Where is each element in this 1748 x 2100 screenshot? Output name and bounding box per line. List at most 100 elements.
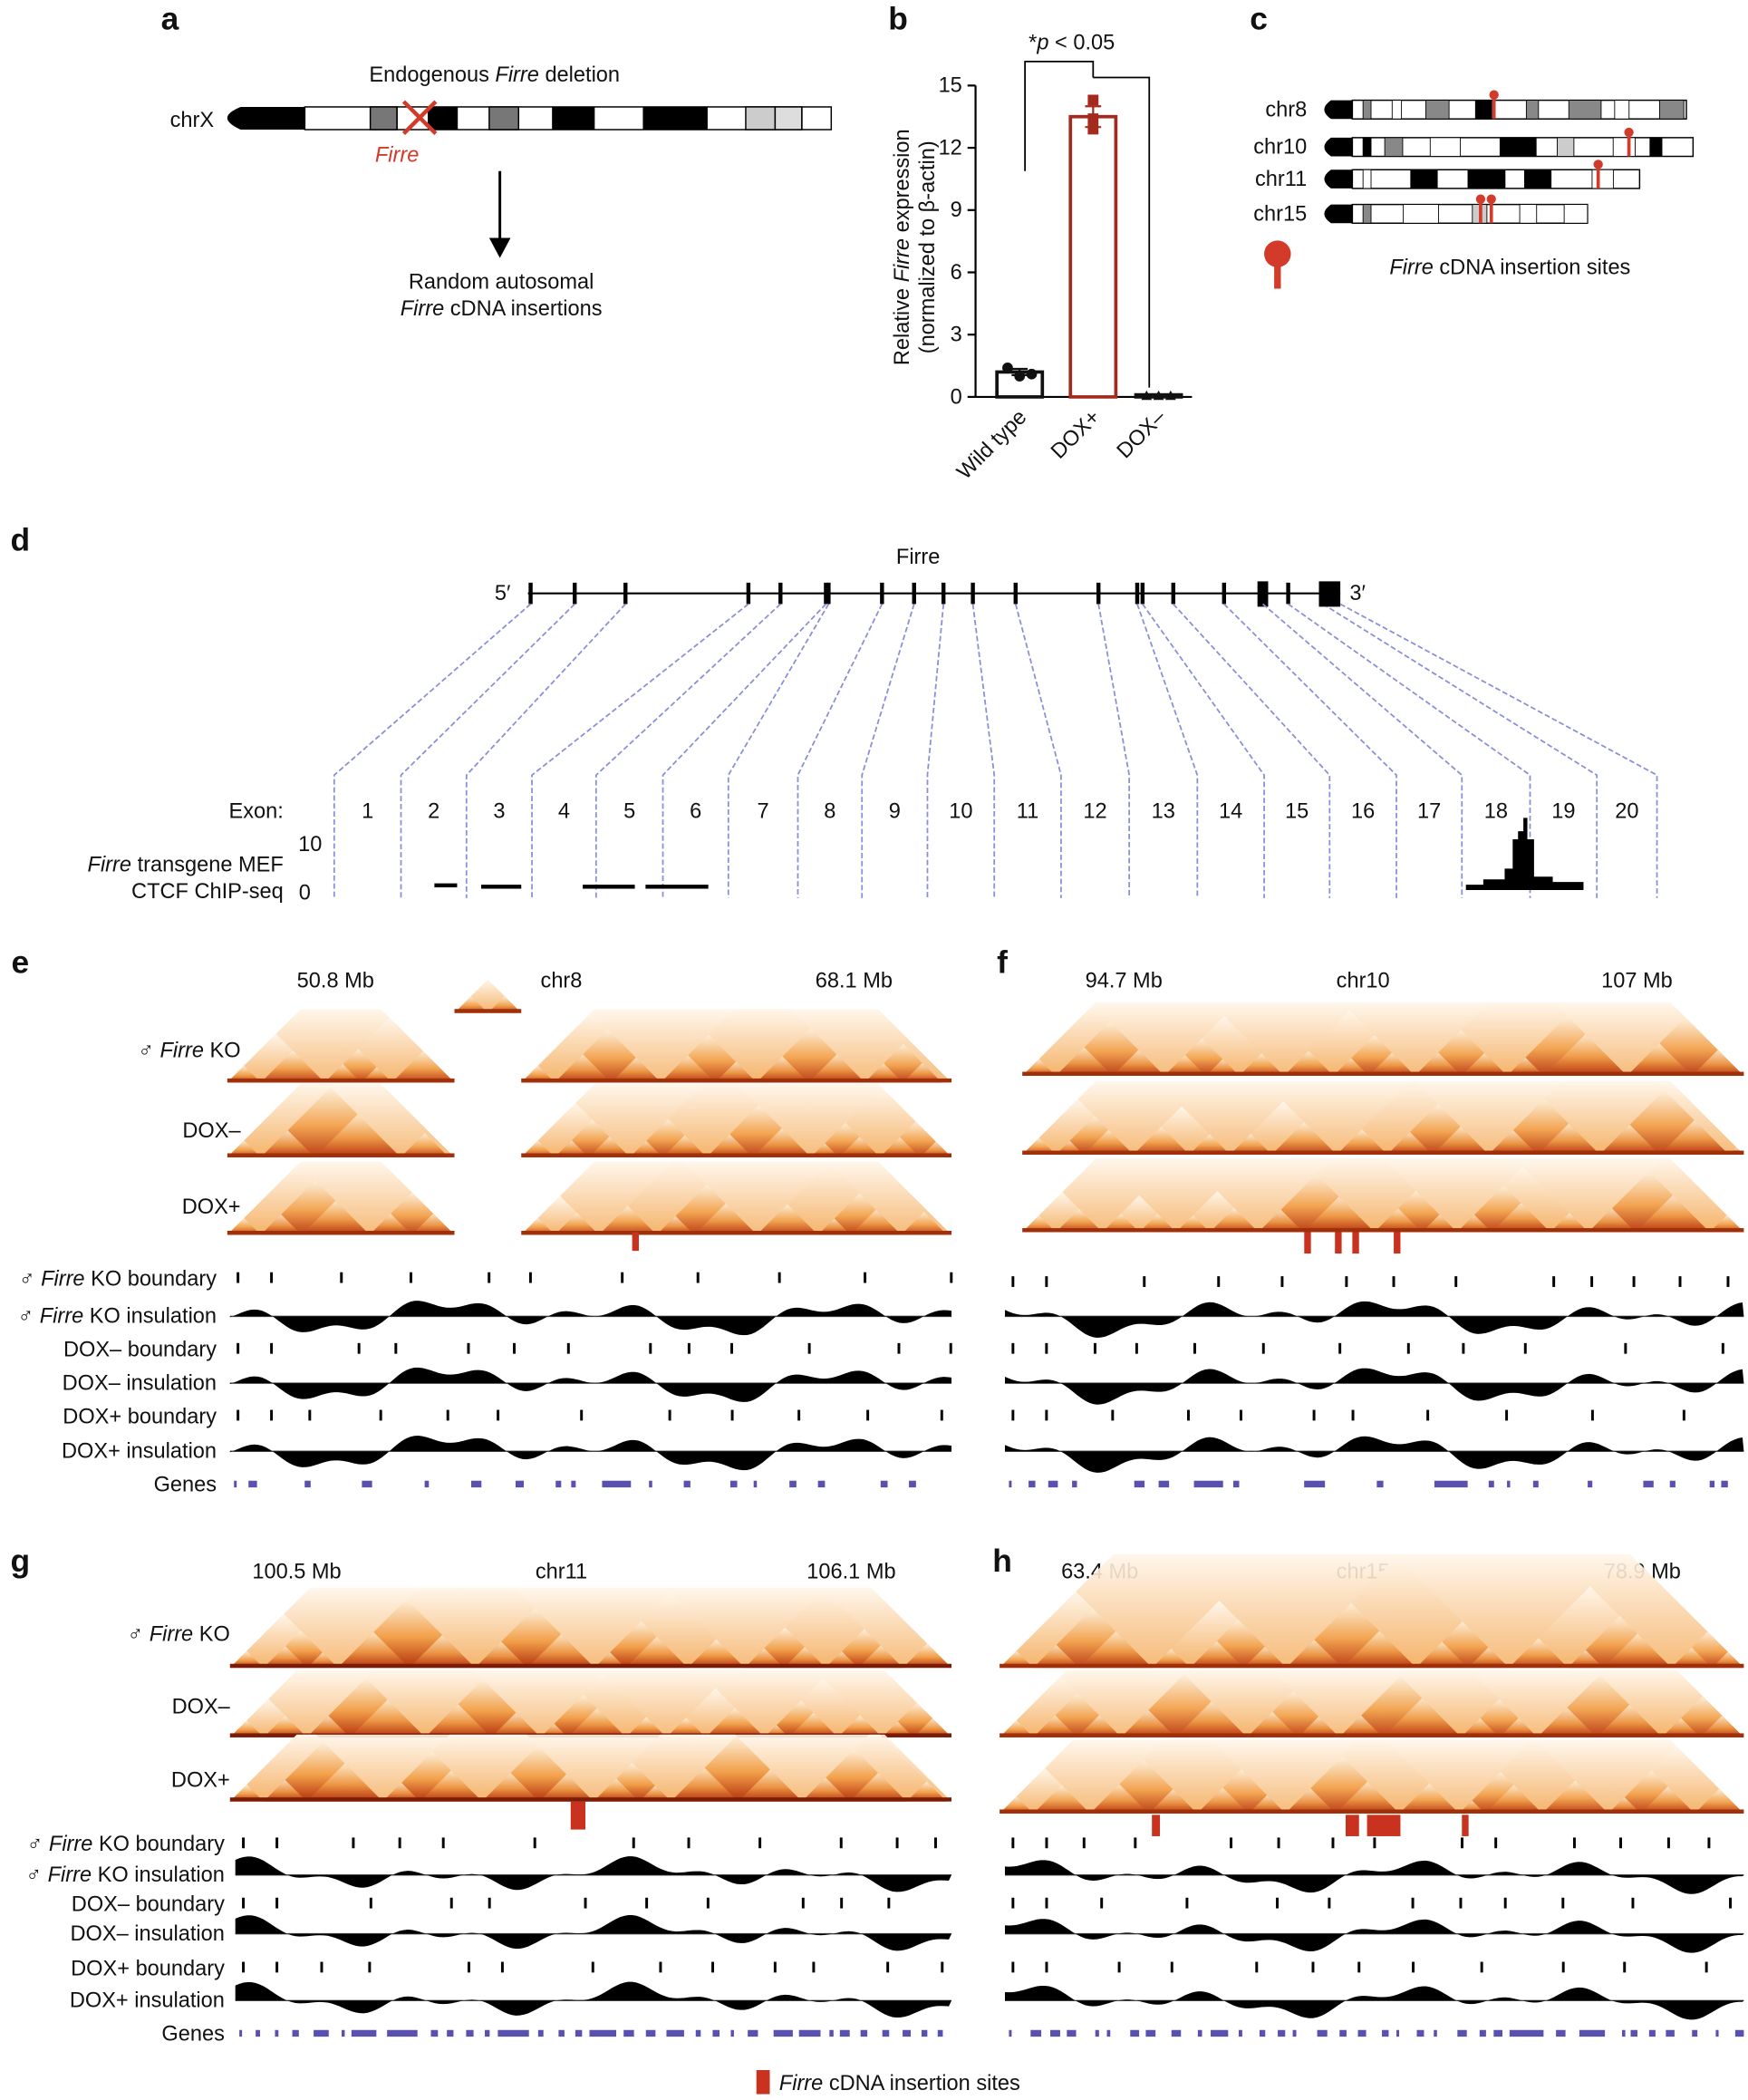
chromosome-band [1499, 137, 1537, 157]
chromosome [1351, 203, 1589, 224]
legend-text: Firre cDNA insertion sites [779, 2071, 1020, 2095]
exon-block [1140, 582, 1145, 605]
hic-domain [1597, 1704, 1663, 1737]
coordinate-label: 106.1 Mb [806, 1559, 895, 1582]
hic-domain [1189, 1134, 1231, 1155]
hic-domain [1695, 1788, 1744, 1814]
hic-heatmap [521, 1009, 952, 1083]
y-tick-label: 12 [939, 135, 962, 159]
exon-connector [971, 604, 996, 898]
gene [1709, 1480, 1715, 1488]
gene [748, 2029, 758, 2037]
gene [1339, 2029, 1347, 2037]
gene [1106, 2029, 1111, 2037]
exon-block [1171, 582, 1175, 605]
coordinate-label: 94.7 Mb [1086, 969, 1163, 992]
hic-domain [401, 1133, 449, 1157]
boundary-call [580, 1409, 584, 1421]
boundary-call [687, 1837, 691, 1849]
hic-diagonal [521, 1153, 952, 1157]
chromosome-tip [1324, 169, 1353, 189]
hic-domain [706, 1134, 753, 1157]
hic-domain [715, 1061, 757, 1083]
hic-domain [1022, 1215, 1057, 1233]
hic-domain [1603, 1633, 1672, 1669]
boundary-call [801, 1897, 805, 1909]
gene [1238, 2029, 1242, 2037]
boundary-call [1552, 1276, 1556, 1287]
hic-domain [229, 1785, 264, 1802]
significance-label-part: * [1029, 31, 1037, 54]
boundary-call [1045, 1961, 1048, 1973]
hic-domain [1197, 1787, 1249, 1814]
hic-domain [1422, 1215, 1457, 1233]
legend-pin-head [1264, 240, 1291, 267]
boundary-call [797, 1409, 801, 1421]
boundary-call [1406, 1342, 1410, 1354]
hic-domain [391, 1050, 455, 1083]
chromosome [1351, 99, 1687, 120]
boundary-call [897, 1342, 901, 1354]
deletion-title-part: deletion [539, 63, 620, 86]
hic-domain [1415, 1641, 1468, 1669]
insertion-pin-head [1489, 90, 1499, 100]
gene [314, 2029, 329, 2037]
gene [1171, 2029, 1182, 2037]
exon-connector [531, 603, 749, 898]
hic-domain [1033, 1644, 1080, 1669]
gene [1050, 2029, 1060, 2037]
gene [623, 2029, 634, 2037]
exon-connector [1223, 603, 1397, 898]
boundary-call [1193, 1342, 1196, 1354]
boundary-call [270, 1342, 274, 1354]
panel-letter: f [997, 944, 1008, 980]
hic-domain [1333, 1058, 1369, 1076]
track-label-part: KO insulation [83, 1304, 217, 1328]
boundary-call [1045, 1837, 1048, 1849]
hic-domain [1175, 1215, 1211, 1233]
panel-letter: e [11, 944, 29, 980]
row-label: DOX+ [171, 1767, 230, 1791]
hic-domain [521, 1217, 555, 1235]
chromosome-band [1525, 100, 1540, 120]
exon-number: 6 [690, 798, 701, 822]
hic-domain [1608, 1796, 1641, 1814]
boundary-call [398, 1837, 401, 1849]
gene [880, 1480, 888, 1488]
significance-label: *p < 0.05 [1029, 31, 1115, 54]
track-label-part: DOX+ insulation [62, 1439, 217, 1463]
hic-domain [306, 1716, 351, 1737]
panel-letter: b [888, 1, 908, 36]
hic-domain [337, 1631, 410, 1669]
coordinate-label: 68.1 Mb [816, 969, 893, 992]
track-label-part: DOX– boundary [72, 1892, 225, 1916]
hic-diagonal [227, 1153, 455, 1157]
track-label: DOX– boundary [72, 1892, 225, 1916]
track-label: DOX– insulation [63, 1370, 217, 1394]
hic-diagonal [454, 1009, 522, 1013]
insertion-site [1394, 1232, 1401, 1254]
boundary-call [696, 1272, 700, 1283]
boundary-call [1357, 1961, 1361, 1973]
gene [351, 2029, 377, 2037]
hic-domain [1338, 1715, 1384, 1737]
track-label-part: KO boundary [92, 1832, 225, 1855]
gene [1197, 2029, 1202, 2037]
hic-heatmap [1000, 1739, 1744, 1814]
boundary-call [242, 1961, 246, 1973]
boundary-call [1277, 1837, 1280, 1849]
chromosome-band [1524, 169, 1552, 189]
gene [1648, 2029, 1656, 2037]
chromosome-band [1362, 169, 1372, 189]
gene [1396, 2029, 1400, 2037]
row-label-part: KO [204, 1038, 241, 1061]
hic-domain [738, 1769, 803, 1802]
hic-domain [1112, 1050, 1164, 1076]
track-label: Genes [161, 2022, 224, 2046]
gene [649, 1480, 652, 1488]
hic-domain [1709, 1215, 1744, 1233]
exon-connector [1339, 603, 1658, 898]
y-axis-title-line-part: expression [890, 129, 913, 238]
hic-domain [1588, 1208, 1637, 1233]
hic-domain [1056, 1047, 1113, 1076]
